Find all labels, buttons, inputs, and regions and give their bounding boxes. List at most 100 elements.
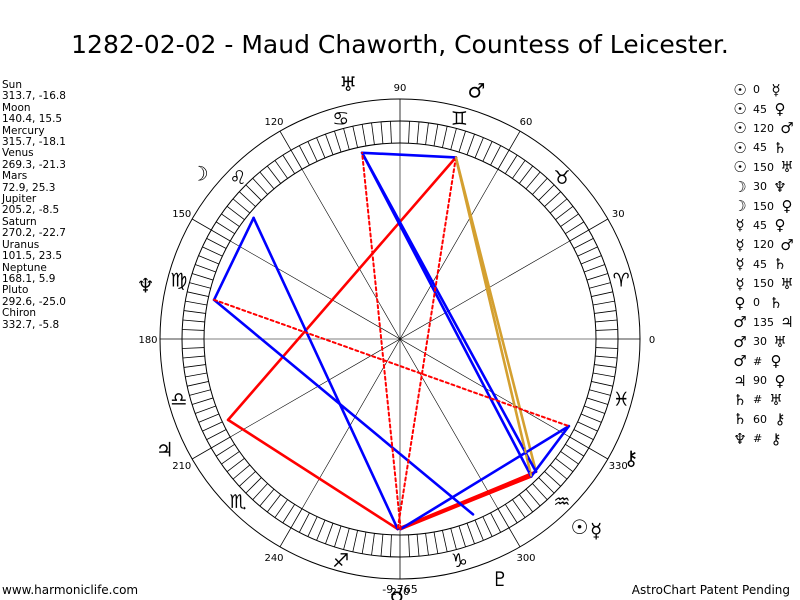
position-value: 313.7, -16.8 xyxy=(2,90,66,103)
degree-tick xyxy=(215,221,235,235)
degree-tick xyxy=(416,121,420,144)
degree-tick xyxy=(591,381,613,387)
aspect-row: ☉ 120 ♂ xyxy=(731,119,800,138)
position-name: Saturn xyxy=(2,215,37,228)
zodiac-sign-icon: ♏ xyxy=(230,491,247,513)
planet-chiron-icon: ⚷ xyxy=(624,446,639,470)
sign-divider xyxy=(588,218,609,231)
degree-label: 0 xyxy=(649,335,655,346)
degree-tick xyxy=(595,329,618,331)
aspect-planet-a-icon: ♆ xyxy=(733,429,747,448)
aspect-line xyxy=(212,216,255,302)
degree-tick xyxy=(525,171,541,190)
aspect-line xyxy=(396,470,538,531)
aspect-angle: 45 xyxy=(753,257,767,271)
zodiac-sign-icon: ♎ xyxy=(170,388,187,410)
degree-tick xyxy=(185,372,208,378)
position-name: Jupiter xyxy=(2,193,37,206)
degree-tick xyxy=(518,165,534,184)
degree-tick xyxy=(433,124,439,147)
degree-tick xyxy=(307,516,318,537)
degree-tick xyxy=(433,531,439,554)
degree-tick xyxy=(316,137,326,159)
degree-tick xyxy=(595,355,618,359)
degree-tick xyxy=(191,273,214,281)
planet-positions-list: Sun 313.7, -16.8 Moon 140.4, 15.5 Mercury 315… xyxy=(2,79,112,331)
degree-tick xyxy=(274,160,288,179)
degree-tick xyxy=(232,198,251,214)
degree-tick xyxy=(198,413,220,423)
aspect-planet-b-icon: ♀ xyxy=(774,371,786,390)
degree-tick xyxy=(371,122,375,145)
position-value: 205.2, -8.5 xyxy=(2,204,60,217)
zodiac-sign-icon: ♍ xyxy=(170,270,187,292)
aspect-line xyxy=(212,298,475,516)
degree-label: 120 xyxy=(264,117,283,128)
aspect-planet-a-icon: ☿ xyxy=(735,255,745,274)
aspect-row: ☿ 120 ♂ xyxy=(731,235,800,254)
degree-tick xyxy=(408,121,410,144)
position-value: 168.1, 5.9 xyxy=(2,272,56,285)
degree-tick xyxy=(334,130,342,153)
degree-tick xyxy=(586,273,609,281)
degree-tick xyxy=(182,319,205,323)
aspect-planet-a-icon: ☿ xyxy=(735,274,745,293)
aspect-angle: # xyxy=(753,354,763,368)
degree-label: 30 xyxy=(612,209,625,220)
aspect-planet-b-icon: ☿ xyxy=(771,80,781,99)
degree-tick xyxy=(560,451,579,465)
degree-tick xyxy=(191,397,214,405)
degree-tick xyxy=(221,213,240,227)
degree-tick xyxy=(512,499,526,518)
degree-tick xyxy=(450,128,457,150)
aspect-planet-a-icon: ☉ xyxy=(733,119,747,138)
aspect-planet-a-icon: ☉ xyxy=(733,138,747,157)
degree-tick xyxy=(298,145,310,166)
degree-tick xyxy=(532,178,548,195)
aspect-row: ♂ # ♀ xyxy=(731,351,800,370)
degree-tick xyxy=(569,436,589,449)
degree-tick xyxy=(211,229,231,242)
degree-tick xyxy=(504,504,518,524)
degree-tick xyxy=(466,134,475,155)
aspect-row: ♄ # ♅ xyxy=(731,390,800,409)
degree-tick xyxy=(589,389,611,396)
chart-title: 1282-02-02 - Maud Chaworth, Countess of … xyxy=(71,30,729,59)
aspect-angle: 30 xyxy=(753,180,767,194)
degree-tick xyxy=(316,519,326,541)
planet-mars-icon: ♂ xyxy=(467,78,485,102)
aspect-row: ☽ 150 ♀ xyxy=(731,196,800,215)
aspect-row: ☉ 0 ☿ xyxy=(731,80,800,99)
degree-tick xyxy=(239,471,256,487)
degree-tick xyxy=(325,523,334,544)
degree-tick xyxy=(544,191,561,207)
aspect-line xyxy=(226,156,458,422)
degree-label: 90 xyxy=(394,83,407,94)
degree-tick xyxy=(245,477,262,494)
degree-tick xyxy=(202,246,223,257)
degree-tick xyxy=(580,413,602,423)
degree-tick xyxy=(425,122,429,145)
degree-tick xyxy=(189,282,211,289)
zodiac-sign-icon: ♈ xyxy=(613,270,630,292)
position-name: Chiron xyxy=(2,307,37,320)
aspect-planet-b-icon: ♄ xyxy=(773,138,787,157)
degree-tick xyxy=(442,530,448,552)
position-value: 270.2, -22.7 xyxy=(2,227,66,240)
degree-tick xyxy=(425,533,429,556)
degree-tick xyxy=(232,464,251,480)
degree-tick xyxy=(266,494,282,513)
position-name: Moon xyxy=(2,101,31,114)
degree-tick xyxy=(544,471,561,487)
degree-tick xyxy=(580,255,602,265)
degree-tick xyxy=(416,534,420,557)
planet-mercury-icon: ☿ xyxy=(590,518,602,542)
degree-tick xyxy=(245,184,262,201)
sign-divider xyxy=(279,130,292,151)
degree-tick xyxy=(577,421,598,432)
planet-pluto-icon: ♇ xyxy=(491,567,509,591)
degree-tick xyxy=(594,364,617,368)
degree-tick xyxy=(211,436,231,449)
degree-tick xyxy=(450,528,457,550)
